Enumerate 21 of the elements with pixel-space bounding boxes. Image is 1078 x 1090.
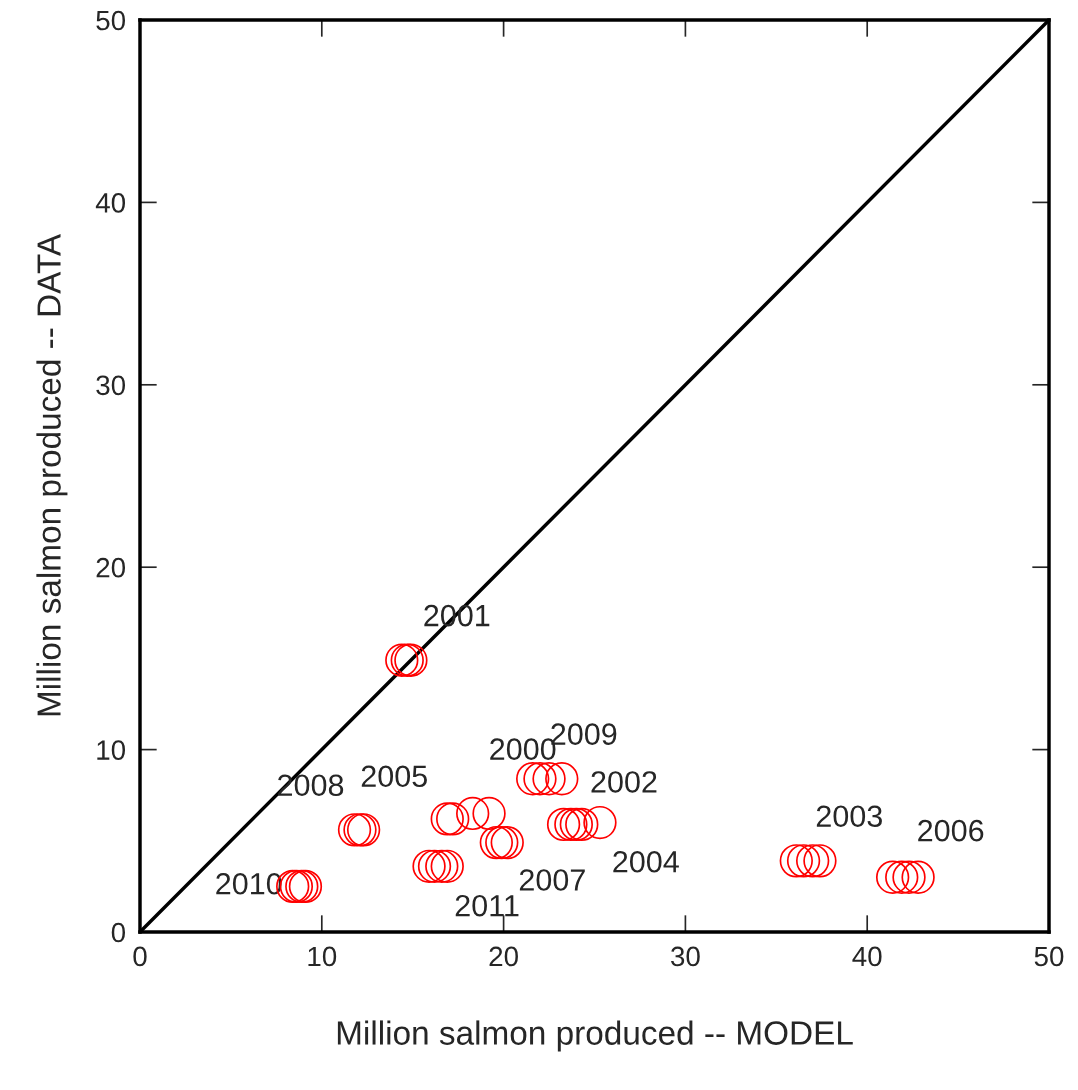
x-tick-label: 50 (1034, 946, 1064, 967)
y-tick-label: 20 (96, 557, 126, 578)
y-tick-label: 10 (97, 740, 126, 760)
x-tick-label: 0 (133, 946, 147, 967)
annotation: 2004 (613, 850, 679, 873)
x-axis-title: Million salmon produced -- MODEL (337, 1020, 853, 1052)
x-tick-label: 40 (852, 946, 882, 967)
x-tick-label: 10 (308, 946, 337, 967)
x-tick-label: 20 (489, 946, 518, 967)
y-tick-label: 30 (96, 375, 126, 396)
y-tick-label: 40 (95, 193, 126, 213)
annotation: 2003 (816, 805, 882, 828)
annotation: 2007 (519, 869, 585, 891)
annotation: 2002 (591, 771, 657, 793)
y-axis-title: Million salmon produced -- DATA (36, 233, 68, 716)
annotation: 2011 (455, 894, 519, 917)
y-tick-label: 50 (96, 10, 126, 31)
annotation: 2005 (361, 765, 427, 788)
annotation: 2006 (918, 819, 984, 842)
y-tick-label: 0 (111, 922, 126, 943)
x-tick-label: 30 (671, 946, 700, 967)
